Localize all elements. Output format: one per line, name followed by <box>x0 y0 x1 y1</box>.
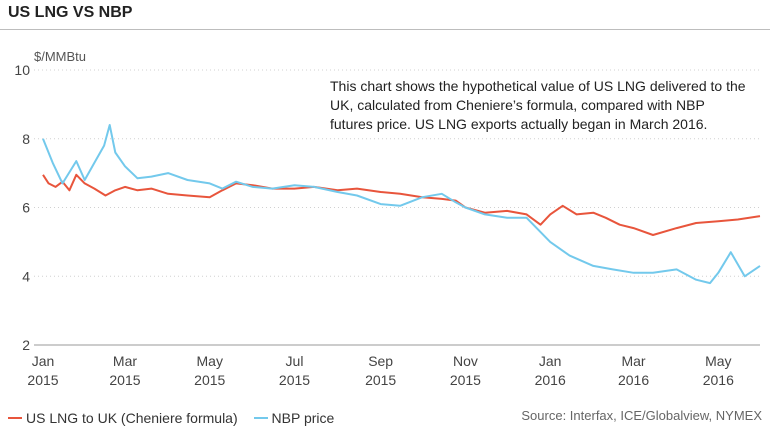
x-tick-labels: Jan 2015 Mar 2015 May 2015 Jul 2015 Sep 2015 Nov 20… <box>27 353 734 388</box>
series-line-nbp <box>42 124 761 285</box>
series-lines <box>42 124 761 285</box>
line-chart: 2 4 6 8 10 $/MMBtu Jan 2015 Mar 2015 May 2015 Jul 2… <box>14 49 761 388</box>
legend-label-us-lng: US LNG to UK (Cheniere formula) <box>26 410 238 426</box>
legend-item-nbp: NBP price <box>253 410 335 426</box>
x-tick-year: 2015 <box>365 372 396 388</box>
y-tick-label: 8 <box>22 131 30 147</box>
legend-label-nbp: NBP price <box>271 410 335 426</box>
x-tick-year: 2015 <box>109 372 140 388</box>
x-tick-month: Mar <box>621 353 645 369</box>
legend: US LNG to UK (Cheniere formula) NBP pric… <box>8 406 346 426</box>
x-tick-month: Jan <box>539 353 562 369</box>
chart-annotation: This chart shows the hypothetical value … <box>330 78 746 132</box>
x-tick-year: 2016 <box>703 372 734 388</box>
y-axis-label: $/MMBtu <box>34 49 86 64</box>
chart-title: US LNG VS NBP <box>8 4 133 21</box>
y-tick-labels: 2 4 6 8 10 <box>14 62 30 353</box>
y-tick-label: 4 <box>22 268 30 284</box>
x-tick-year: 2015 <box>450 372 481 388</box>
gridlines <box>34 69 760 277</box>
series-line-us-lng <box>42 173 761 236</box>
x-tick-year: 2016 <box>618 372 649 388</box>
legend-swatch-us-lng <box>8 417 22 419</box>
x-tick-year: 2015 <box>27 372 58 388</box>
x-tick-year: 2015 <box>279 372 310 388</box>
y-tick-label: 6 <box>22 200 30 216</box>
x-tick-month: May <box>197 353 223 369</box>
x-tick-month: Mar <box>113 353 137 369</box>
x-tick-month: May <box>705 353 731 369</box>
x-tick-month: Nov <box>453 353 478 369</box>
legend-item-us-lng: US LNG to UK (Cheniere formula) <box>8 410 238 426</box>
y-tick-label: 2 <box>22 337 30 353</box>
title-divider <box>0 29 770 30</box>
source-credit: Source: Interfax, ICE/Globalview, NYMEX <box>521 408 762 423</box>
x-tick-year: 2016 <box>535 372 566 388</box>
x-tick-month: Jan <box>32 353 55 369</box>
x-tick-month: Jul <box>286 353 304 369</box>
x-tick-month: Sep <box>368 353 393 369</box>
legend-swatch-nbp <box>253 417 268 419</box>
y-tick-label: 10 <box>14 62 30 78</box>
x-tick-year: 2015 <box>194 372 225 388</box>
